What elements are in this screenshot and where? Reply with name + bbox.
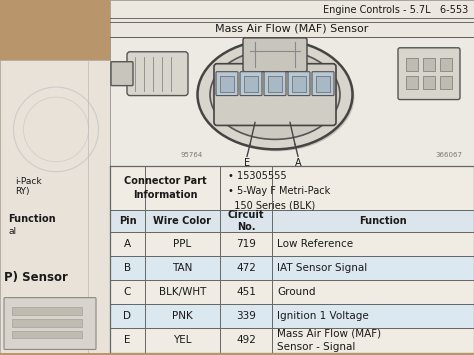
Text: Ground: Ground <box>277 287 316 297</box>
Text: YEL: YEL <box>173 335 192 345</box>
Bar <box>12 318 82 327</box>
Text: i-Pack: i-Pack <box>15 177 42 186</box>
Bar <box>110 304 474 328</box>
Bar <box>244 76 258 92</box>
Text: P) Sensor: P) Sensor <box>4 271 68 284</box>
Bar <box>0 60 112 354</box>
Text: Connector Part
Information: Connector Part Information <box>124 176 206 200</box>
Bar <box>220 76 234 92</box>
Bar <box>110 210 474 232</box>
Text: A: A <box>295 158 301 168</box>
Text: Engine Controls - 5.7L   6-553: Engine Controls - 5.7L 6-553 <box>323 5 468 15</box>
Bar <box>110 166 474 210</box>
Text: Mass Air Flow (MAF)
Sensor - Signal: Mass Air Flow (MAF) Sensor - Signal <box>277 329 381 352</box>
Bar <box>292 76 306 92</box>
FancyBboxPatch shape <box>111 62 133 86</box>
Bar <box>110 232 474 256</box>
Ellipse shape <box>210 50 340 140</box>
FancyBboxPatch shape <box>398 48 460 99</box>
Bar <box>406 58 418 71</box>
Text: E: E <box>244 158 250 168</box>
Text: Pin: Pin <box>118 216 137 226</box>
Text: Function: Function <box>8 214 55 224</box>
Text: • 15305555
• 5-Way F Metri-Pack
  150 Series (BLK): • 15305555 • 5-Way F Metri-Pack 150 Seri… <box>228 171 330 211</box>
Text: E: E <box>124 335 131 345</box>
FancyBboxPatch shape <box>4 297 96 349</box>
Text: 492: 492 <box>236 335 256 345</box>
Bar <box>440 58 452 71</box>
Bar <box>12 307 82 315</box>
Bar <box>406 76 418 89</box>
Text: 719: 719 <box>236 239 256 249</box>
FancyBboxPatch shape <box>264 72 286 95</box>
FancyBboxPatch shape <box>240 72 262 95</box>
Text: D: D <box>124 311 131 321</box>
FancyBboxPatch shape <box>243 38 307 72</box>
Bar <box>110 0 474 354</box>
FancyBboxPatch shape <box>214 64 336 125</box>
Bar <box>316 76 330 92</box>
Text: BLK/WHT: BLK/WHT <box>159 287 206 297</box>
Text: Circuit
No.: Circuit No. <box>228 210 264 232</box>
Bar <box>268 76 282 92</box>
Text: 366067: 366067 <box>435 152 462 158</box>
Bar <box>110 280 474 304</box>
Text: Function: Function <box>359 216 407 226</box>
Text: Mass Air Flow (MAF) Sensor: Mass Air Flow (MAF) Sensor <box>215 24 369 34</box>
Text: B: B <box>124 263 131 273</box>
Text: al: al <box>8 227 16 236</box>
Bar <box>110 328 474 354</box>
Bar <box>423 58 435 71</box>
Bar <box>110 37 474 166</box>
FancyBboxPatch shape <box>312 72 334 95</box>
Bar <box>110 256 474 280</box>
Text: 95764: 95764 <box>181 152 203 158</box>
Text: PNK: PNK <box>172 311 193 321</box>
Text: RY): RY) <box>15 187 29 196</box>
Text: IAT Sensor Signal: IAT Sensor Signal <box>277 263 367 273</box>
Text: Low Reference: Low Reference <box>277 239 353 249</box>
FancyBboxPatch shape <box>216 72 238 95</box>
Bar <box>12 331 82 338</box>
Text: Connector
Part: Connector Part <box>362 171 398 184</box>
Ellipse shape <box>198 40 353 149</box>
Ellipse shape <box>200 42 355 151</box>
Text: 472: 472 <box>236 263 256 273</box>
Bar <box>423 76 435 89</box>
Text: TAN: TAN <box>173 263 193 273</box>
Text: 451: 451 <box>236 287 256 297</box>
FancyBboxPatch shape <box>288 72 310 95</box>
Bar <box>440 76 452 89</box>
FancyBboxPatch shape <box>127 52 188 95</box>
Text: Wire Color: Wire Color <box>154 216 211 226</box>
Text: 339: 339 <box>236 311 256 321</box>
Text: A: A <box>124 239 131 249</box>
Text: C: C <box>124 287 131 297</box>
Text: PPL: PPL <box>173 239 191 249</box>
Text: Ignition 1 Voltage: Ignition 1 Voltage <box>277 311 369 321</box>
